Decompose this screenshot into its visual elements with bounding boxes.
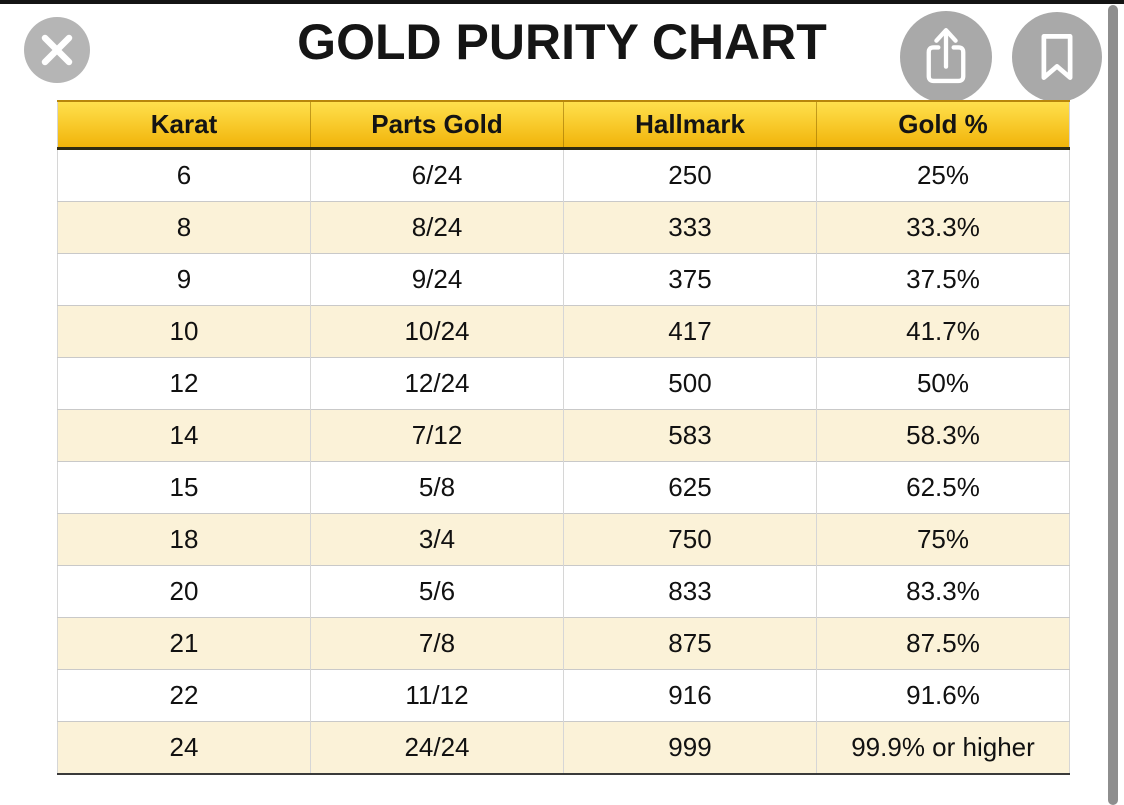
cell-hallmark: 625 [563,461,817,514]
cell-parts-gold: 11/12 [310,669,564,722]
table-header: Karat Parts Gold Hallmark Gold % [57,100,1070,150]
table-row: 10 10/24 417 41.7% [57,305,1070,358]
table-row: 15 5/8 625 62.5% [57,461,1070,514]
cell-karat: 20 [57,565,311,618]
table-body: 6 6/24 250 25% 8 8/24 333 33.3% 9 9/24 375 37.5% 10 1… [57,148,1070,774]
table-row: 21 7/8 875 87.5% [57,617,1070,670]
cell-parts-gold: 12/24 [310,357,564,410]
page-title: GOLD PURITY CHART [297,14,827,70]
cell-gold: 41.7% [816,305,1070,358]
cell-hallmark: 583 [563,409,817,462]
cell-parts-gold: 9/24 [310,253,564,306]
cell-gold: 50% [816,357,1070,410]
cell-karat: 22 [57,669,311,722]
header-row: Karat Parts Gold Hallmark Gold % [57,100,1070,150]
cell-parts-gold: 7/12 [310,409,564,462]
cell-karat: 24 [57,721,311,774]
cell-hallmark: 417 [563,305,817,358]
column-header-parts-gold: Parts Gold [310,100,564,150]
bookmark-icon [1041,34,1073,80]
table-row: 14 7/12 583 58.3% [57,409,1070,462]
table-row: 18 3/4 750 75% [57,513,1070,566]
cell-hallmark: 333 [563,201,817,254]
cell-gold: 33.3% [816,201,1070,254]
cell-gold: 99.9% or higher [816,721,1070,774]
cell-karat: 18 [57,513,311,566]
table-row: 20 5/6 833 83.3% [57,565,1070,618]
column-header-gold: Gold % [816,100,1070,150]
close-icon [41,34,73,66]
cell-gold: 91.6% [816,669,1070,722]
cell-parts-gold: 3/4 [310,513,564,566]
share-button[interactable] [900,11,992,103]
cell-parts-gold: 7/8 [310,617,564,670]
cell-gold: 87.5% [816,617,1070,670]
cell-parts-gold: 8/24 [310,201,564,254]
cell-hallmark: 916 [563,669,817,722]
cell-karat: 12 [57,357,311,410]
cell-gold: 37.5% [816,253,1070,306]
table-row: 6 6/24 250 25% [57,148,1070,202]
cell-karat: 15 [57,461,311,514]
cell-hallmark: 875 [563,617,817,670]
cell-hallmark: 999 [563,721,817,774]
cell-gold: 62.5% [816,461,1070,514]
cell-karat: 10 [57,305,311,358]
bookmark-button[interactable] [1012,12,1102,102]
table-row: 12 12/24 500 50% [57,357,1070,410]
gold-purity-table: Karat Parts Gold Hallmark Gold % 6 6/24 250 25… [57,100,1070,775]
column-header-hallmark: Hallmark [563,100,817,150]
cell-hallmark: 250 [563,148,817,202]
cell-gold: 58.3% [816,409,1070,462]
table-row: 22 11/12 916 91.6% [57,669,1070,722]
cell-parts-gold: 10/24 [310,305,564,358]
cell-hallmark: 750 [563,513,817,566]
cell-gold: 83.3% [816,565,1070,618]
cell-gold: 75% [816,513,1070,566]
cell-parts-gold: 6/24 [310,148,564,202]
table-row: 24 24/24 999 99.9% or higher [57,721,1070,774]
table-row: 8 8/24 333 33.3% [57,201,1070,254]
cell-parts-gold: 5/6 [310,565,564,618]
cell-karat: 9 [57,253,311,306]
table-row: 9 9/24 375 37.5% [57,253,1070,306]
close-button[interactable] [24,17,90,83]
column-header-karat: Karat [57,100,311,150]
cell-hallmark: 833 [563,565,817,618]
cell-parts-gold: 24/24 [310,721,564,774]
cell-karat: 14 [57,409,311,462]
cell-karat: 21 [57,617,311,670]
cell-karat: 8 [57,201,311,254]
scrollbar-thumb[interactable] [1108,5,1118,805]
top-strip [0,0,1124,4]
cell-gold: 25% [816,148,1070,202]
cell-karat: 6 [57,148,311,202]
share-icon [926,28,966,84]
cell-parts-gold: 5/8 [310,461,564,514]
cell-hallmark: 500 [563,357,817,410]
cell-hallmark: 375 [563,253,817,306]
